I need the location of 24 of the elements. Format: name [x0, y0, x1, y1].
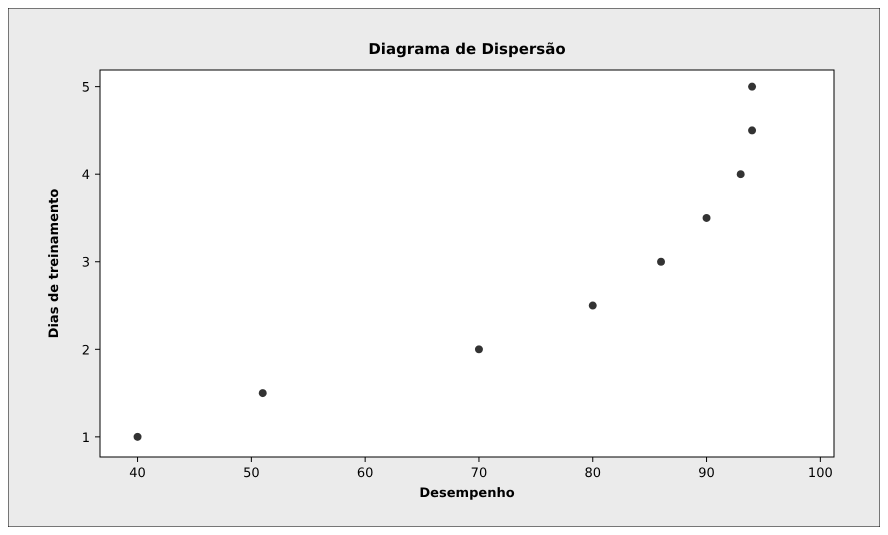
x-tick-label: 90	[698, 466, 715, 481]
x-tick-label: 70	[470, 466, 488, 481]
point	[474, 345, 483, 354]
point	[134, 432, 142, 441]
x-axis-title: Desempenho	[419, 486, 515, 501]
chart-title: Diagrama de Dispersão	[368, 40, 566, 58]
y-axis-title: Dias de treinamento	[47, 188, 62, 338]
x-tick-label: 40	[129, 466, 146, 481]
point	[702, 214, 711, 222]
point	[748, 126, 756, 134]
y-tick-label: 5	[82, 80, 90, 96]
point	[657, 258, 666, 266]
y-tick-label: 3	[82, 256, 90, 271]
y-tick-label: 1	[82, 430, 90, 446]
x-tick-label: 80	[584, 466, 602, 481]
point	[736, 170, 745, 178]
y-tick-label: 2	[82, 343, 90, 358]
point	[748, 82, 756, 91]
x-tick-label: 50	[243, 466, 260, 481]
point	[588, 302, 597, 310]
x-tick-label: 60	[356, 466, 374, 481]
x-tick-label: 100	[808, 466, 833, 481]
y-tick-label: 4	[82, 168, 90, 184]
point	[258, 389, 267, 398]
